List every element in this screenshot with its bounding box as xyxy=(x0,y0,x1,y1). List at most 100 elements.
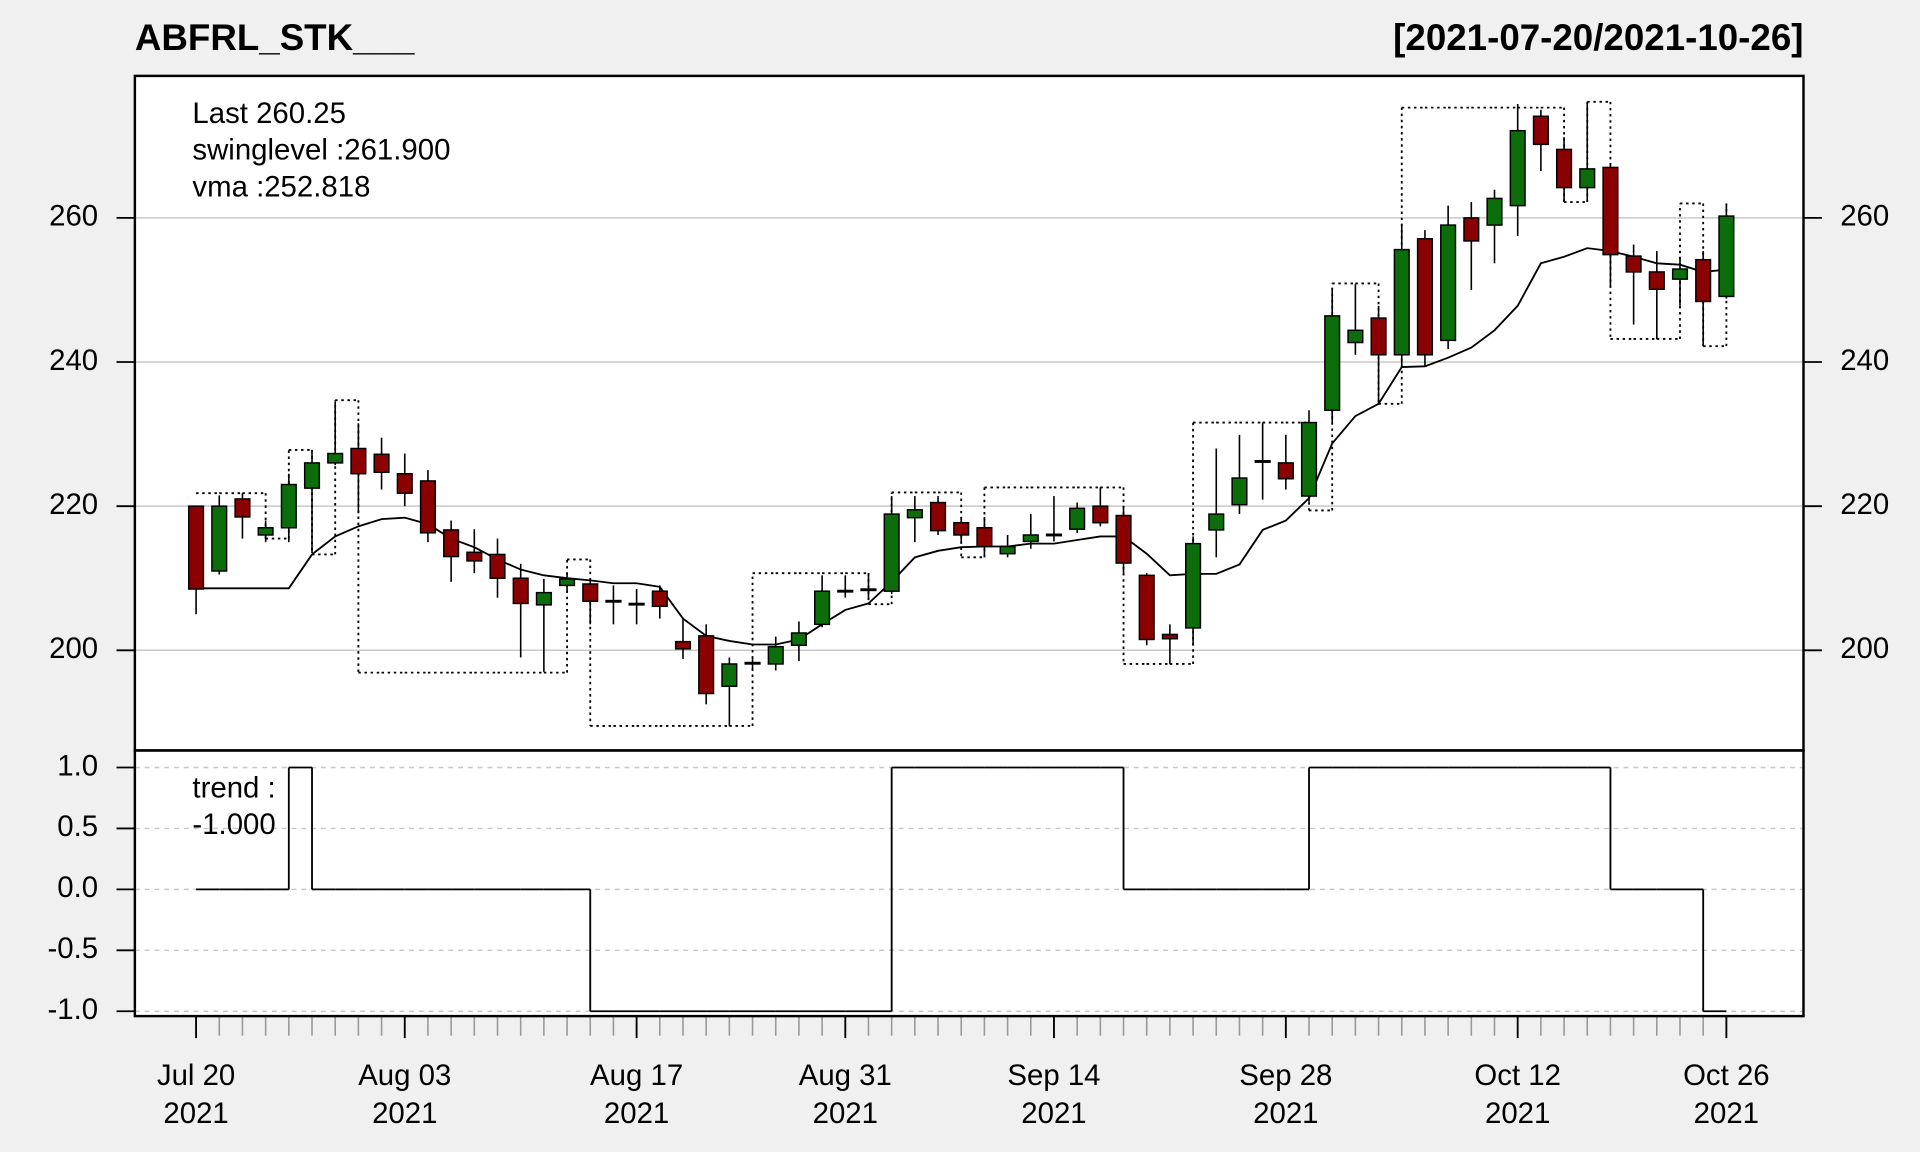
y-tick-label: 260 xyxy=(49,200,98,233)
candle-body xyxy=(883,513,900,592)
candle-body xyxy=(280,483,297,529)
candle-body xyxy=(303,462,321,489)
candle-body xyxy=(628,602,645,606)
trend-panel-border xyxy=(133,749,1805,1018)
candle-body xyxy=(1231,477,1248,506)
candle-body xyxy=(1347,329,1364,344)
candle-body xyxy=(1370,317,1387,356)
candle-body xyxy=(1718,215,1735,298)
candle-body xyxy=(419,480,437,534)
candle-body xyxy=(373,453,390,474)
y-tick-label: -1.0 xyxy=(48,993,99,1026)
candle-body xyxy=(953,521,970,536)
candle-body xyxy=(1602,166,1619,256)
legend-swinglevel: swinglevel :261.900 xyxy=(192,134,450,167)
x-tick-label: Jul 20 xyxy=(157,1059,235,1092)
candle-body xyxy=(1161,633,1178,640)
candle-body xyxy=(1069,507,1086,530)
candle-body xyxy=(1463,217,1480,242)
trend-panel xyxy=(134,750,1804,1017)
candle-body xyxy=(512,577,529,605)
candle-body xyxy=(929,501,947,532)
y-tick-label-right: 260 xyxy=(1840,200,1889,233)
candle-body xyxy=(814,590,831,626)
y-tick-label-right: 240 xyxy=(1840,344,1889,377)
candle-body xyxy=(976,527,993,548)
candle-body xyxy=(1671,268,1689,280)
candle-body xyxy=(1416,238,1434,356)
candle-body xyxy=(1440,224,1457,342)
candle-body xyxy=(1185,542,1202,629)
candle-body xyxy=(1509,129,1526,207)
candle-body xyxy=(466,551,483,562)
candle-body xyxy=(1625,255,1642,273)
legend-vma: vma :252.818 xyxy=(192,170,370,203)
candle-body xyxy=(558,578,576,587)
candle-body xyxy=(767,645,784,665)
y-tick-label: 0.0 xyxy=(57,871,98,904)
candle-body xyxy=(605,599,622,603)
candle-body xyxy=(1254,460,1271,463)
candle-body xyxy=(744,661,761,665)
candle-body xyxy=(860,588,877,592)
candle-body xyxy=(1022,534,1039,543)
overlay-layer: Last 260.25 swinglevel :261.900 vma :252… xyxy=(133,74,1805,1018)
candle-body xyxy=(999,545,1016,555)
x-tick-label-year: 2021 xyxy=(1485,1097,1550,1130)
candle-body xyxy=(837,589,854,593)
y-tick-label: 1.0 xyxy=(57,749,98,782)
x-tick-label: Oct 12 xyxy=(1474,1059,1561,1092)
candle-body xyxy=(1486,197,1503,226)
candle-body xyxy=(327,452,344,464)
legend-trend: trend : xyxy=(192,771,275,804)
y-tick-label: 200 xyxy=(49,632,98,665)
x-tick-label: Aug 03 xyxy=(358,1059,451,1092)
candle-body xyxy=(443,529,460,558)
y-tick-label: 240 xyxy=(49,344,98,377)
candle-body xyxy=(211,505,228,572)
x-tick-label: Sep 28 xyxy=(1239,1059,1332,1092)
x-tick-label: Sep 14 xyxy=(1007,1059,1100,1092)
candle-body xyxy=(582,583,599,603)
candle-body xyxy=(906,509,923,519)
candle-body xyxy=(350,447,367,475)
candle-body xyxy=(1532,115,1549,146)
candle-body xyxy=(1695,258,1712,303)
x-tick-label: Aug 17 xyxy=(590,1059,683,1092)
candle-body xyxy=(1115,514,1132,564)
x-tick-label-year: 2021 xyxy=(813,1097,878,1130)
plot-layer: 200 200 220 220 240 240 260 260 -1.0 -0.5 0.0 0.5 1.… xyxy=(48,100,1889,1130)
x-tick-label-year: 2021 xyxy=(163,1097,228,1130)
legend-trend-value: -1.000 xyxy=(192,808,275,841)
candle-body xyxy=(790,632,808,646)
x-tick-label-year: 2021 xyxy=(1694,1097,1759,1130)
candle-body xyxy=(1555,148,1573,189)
x-tick-label-year: 2021 xyxy=(372,1097,437,1130)
candle-body xyxy=(1393,248,1410,356)
candle-body xyxy=(1648,271,1665,290)
y-tick-label: 0.5 xyxy=(57,810,98,843)
candle-body xyxy=(1045,533,1063,537)
candle-body xyxy=(396,472,413,494)
price-panel xyxy=(134,75,1804,751)
candle-body xyxy=(1208,513,1225,531)
candle-body xyxy=(1092,505,1109,524)
legend-last: Last 260.25 xyxy=(192,97,346,130)
x-tick-label-year: 2021 xyxy=(604,1097,669,1130)
x-tick-label: Oct 26 xyxy=(1683,1059,1770,1092)
candle-body xyxy=(188,505,205,590)
candle-body xyxy=(1138,574,1155,641)
x-tick-label-year: 2021 xyxy=(1021,1097,1086,1130)
date-range: [2021-07-20/2021-10-26] xyxy=(1393,17,1803,58)
candle-body xyxy=(721,663,738,688)
candle-body xyxy=(1300,421,1318,497)
candle-body xyxy=(257,527,274,536)
candle-body xyxy=(651,590,668,608)
x-tick-label-year: 2021 xyxy=(1253,1097,1318,1130)
y-tick-label: -0.5 xyxy=(48,932,99,965)
candle-body xyxy=(674,640,692,650)
candle-body xyxy=(1277,462,1294,480)
candle-body xyxy=(1579,168,1596,189)
candle-body xyxy=(234,498,251,518)
